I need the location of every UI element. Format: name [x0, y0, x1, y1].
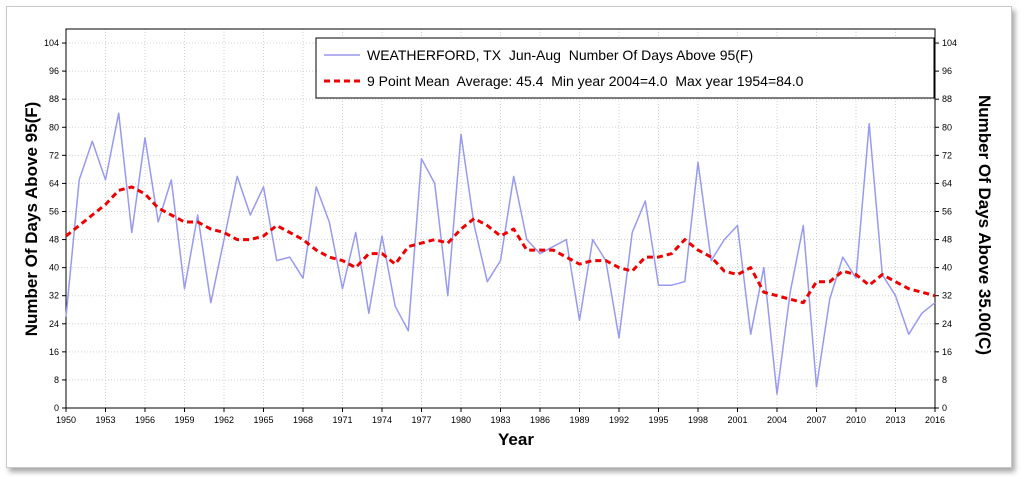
- y-tick-label-left: 64: [49, 178, 59, 188]
- x-tick-label: 2013: [885, 415, 905, 425]
- x-axis-title: Year: [498, 430, 534, 449]
- y-tick-label-left: 32: [49, 291, 59, 301]
- x-tick-label: 1989: [569, 415, 589, 425]
- legend-box: [315, 37, 935, 99]
- y-axis-title-right: Number Of Days Above 35.00(C): [975, 95, 994, 355]
- x-tick-label: 1977: [411, 415, 431, 425]
- x-tick-labels: 1950 1953 1956 1959 1962 1965 1968 1971 1974 1977…: [56, 415, 945, 425]
- y-tick-label-right: 104: [942, 38, 957, 48]
- y-tick-label-left: 56: [49, 206, 59, 216]
- x-tick-label: 1965: [253, 415, 273, 425]
- x-tick-label: 1974: [372, 415, 392, 425]
- legend-label-series: WEATHERFORD, TX Jun-Aug Number Of Days A…: [367, 47, 753, 63]
- y-tick-label-left: 16: [49, 347, 59, 357]
- legend: WEATHERFORD, TX Jun-Aug Number Of Days A…: [315, 37, 935, 99]
- x-tick-label: 1992: [609, 415, 629, 425]
- x-tick-label: 2007: [806, 415, 826, 425]
- x-tick-label: 2004: [767, 415, 787, 425]
- x-tick-label: 2010: [846, 415, 866, 425]
- y-tick-label-left: 96: [49, 66, 59, 76]
- y-tick-label-left: 72: [49, 150, 59, 160]
- y-tick-label-right: 32: [942, 291, 952, 301]
- y-tick-label-right: 72: [942, 150, 952, 160]
- series-line-days: [65, 112, 936, 395]
- x-tick-label: 1983: [490, 415, 510, 425]
- y-tick-label-right: 64: [942, 178, 952, 188]
- x-tick-label: 1971: [332, 415, 352, 425]
- x-tick-label: 1998: [688, 415, 708, 425]
- x-tick-label: 1995: [648, 415, 668, 425]
- y-tick-label-left: 40: [49, 263, 59, 273]
- x-tick-label: 1956: [135, 415, 155, 425]
- series-lines: [65, 112, 936, 395]
- y-tick-label-left: 80: [49, 122, 59, 132]
- x-tick-label: 1980: [451, 415, 471, 425]
- x-tick-label: 1959: [174, 415, 194, 425]
- legend-label-mean: 9 Point Mean Average: 45.4 Min year 2004…: [367, 73, 804, 89]
- y-tick-label-left: 104: [44, 38, 59, 48]
- axes: [62, 28, 939, 412]
- x-tick-label: 2001: [727, 415, 747, 425]
- y-tick-label-right: 0: [942, 403, 947, 413]
- x-tick-label: 1962: [214, 415, 234, 425]
- y-tick-label-right: 24: [942, 319, 952, 329]
- y-tick-labels-right: 0 8 16 24 32 40 48 56 64 72 80 88 96 104: [942, 38, 957, 413]
- y-tick-label-right: 8: [942, 375, 947, 385]
- x-tick-label: 1950: [56, 415, 76, 425]
- y-tick-label-left: 0: [54, 403, 59, 413]
- x-tick-label: 1968: [293, 415, 313, 425]
- x-tick-label: 1986: [530, 415, 550, 425]
- y-tick-label-right: 88: [942, 94, 952, 104]
- y-tick-label-left: 88: [49, 94, 59, 104]
- y-tick-label-right: 56: [942, 206, 952, 216]
- y-tick-label-right: 80: [942, 122, 952, 132]
- series-line-mean: [65, 185, 936, 305]
- y-tick-label-right: 96: [942, 66, 952, 76]
- line-chart: 0 8 16 24 32 40 48 56 64 72 80 88 96 104 0 8 16 24 32 40 48…: [22, 28, 994, 449]
- y-tick-labels-left: 0 8 16 24 32 40 48 56 64 72 80 88 96 104: [44, 38, 59, 413]
- y-axis-title-left: Number Of Days Above 95(F): [22, 102, 41, 337]
- y-tick-label-right: 48: [942, 235, 952, 245]
- y-tick-label-left: 24: [49, 319, 59, 329]
- chart-frame: 0 8 16 24 32 40 48 56 64 72 80 88 96 104 0 8 16 24 32 40 48…: [6, 6, 1012, 468]
- y-tick-label-left: 8: [54, 375, 59, 385]
- y-tick-label-left: 48: [49, 235, 59, 245]
- y-tick-label-right: 16: [942, 347, 952, 357]
- x-tick-label: 2016: [925, 415, 945, 425]
- y-tick-label-right: 40: [942, 263, 952, 273]
- x-tick-label: 1953: [95, 415, 115, 425]
